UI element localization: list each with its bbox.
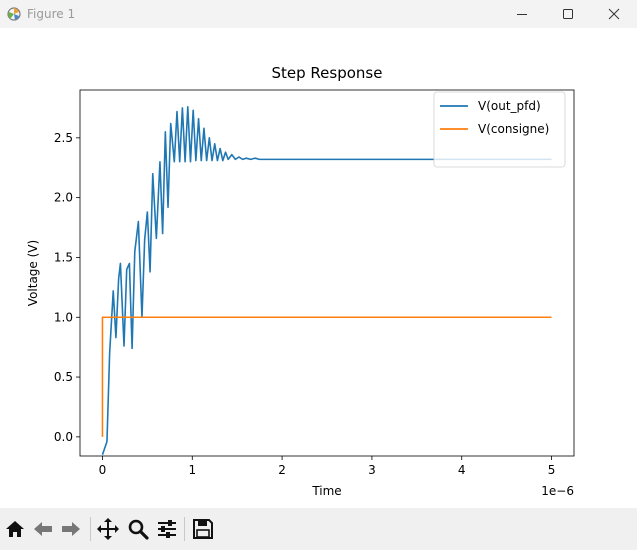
- y-tick-label: 1.5: [54, 250, 73, 264]
- back-button[interactable]: [29, 514, 57, 544]
- series-line-consigne: [101, 316, 552, 437]
- close-button[interactable]: [591, 0, 637, 28]
- y-tick-label: 1.0: [54, 310, 73, 324]
- save-floppy-icon: [193, 519, 213, 539]
- legend-box: [433, 91, 566, 168]
- zoom-magnifier-icon: [128, 519, 149, 540]
- maximize-button[interactable]: [545, 0, 591, 28]
- window-titlebar[interactable]: Figure 1: [0, 0, 637, 28]
- x-tick-label: 5: [548, 463, 556, 477]
- x-axis-offset-label: 1e−6: [541, 484, 574, 498]
- navigation-toolbar: [0, 508, 637, 550]
- chart-title: Step Response: [272, 64, 383, 82]
- y-tick-label: 0.0: [54, 430, 73, 444]
- pan-button[interactable]: [94, 514, 122, 544]
- y-tick-label: 0.5: [54, 370, 73, 384]
- home-icon: [6, 521, 24, 537]
- x-axis-label: Time: [311, 484, 341, 498]
- window-title: Figure 1: [27, 7, 76, 21]
- plot-svg[interactable]: Step Response Time Voltage (V) 1e−6 0 1 2 3…: [0, 28, 637, 508]
- x-tick-label: 4: [458, 463, 466, 477]
- close-icon: [608, 8, 620, 20]
- legend-label: V(out_pfd): [478, 99, 541, 113]
- legend-label: V(consigne): [478, 122, 549, 136]
- toolbar-separator: [90, 517, 91, 541]
- legend: V(out_pfd) V(consigne): [433, 91, 566, 168]
- zoom-button[interactable]: [124, 514, 152, 544]
- forward-button[interactable]: [57, 514, 85, 544]
- y-tick-label: 2.0: [54, 191, 73, 205]
- forward-arrow-icon: [62, 522, 80, 536]
- y-tick-label: 2.5: [54, 131, 73, 145]
- back-arrow-icon: [34, 522, 52, 536]
- toolbar-separator: [184, 517, 185, 541]
- matplotlib-logo-icon: [7, 7, 21, 21]
- minimize-button[interactable]: [499, 0, 545, 28]
- axis-ticks: 0 1 2 3 4 5 0.0 0.5 1.0 1.5 2.0 2.5: [54, 131, 555, 477]
- save-button[interactable]: [189, 514, 217, 544]
- minimize-icon: [517, 14, 527, 15]
- maximize-icon: [563, 9, 573, 19]
- home-button[interactable]: [1, 514, 29, 544]
- configure-subplots-icon: [158, 520, 176, 538]
- pan-move-icon: [97, 518, 119, 540]
- x-tick-label: 0: [99, 463, 107, 477]
- x-tick-label: 2: [278, 463, 286, 477]
- configure-subplots-button[interactable]: [153, 514, 181, 544]
- series-line-out-pfd: [101, 105, 552, 456]
- y-axis-label: Voltage (V): [26, 240, 40, 306]
- x-tick-label: 3: [368, 463, 376, 477]
- series-lines: [101, 105, 552, 456]
- x-tick-label: 1: [188, 463, 196, 477]
